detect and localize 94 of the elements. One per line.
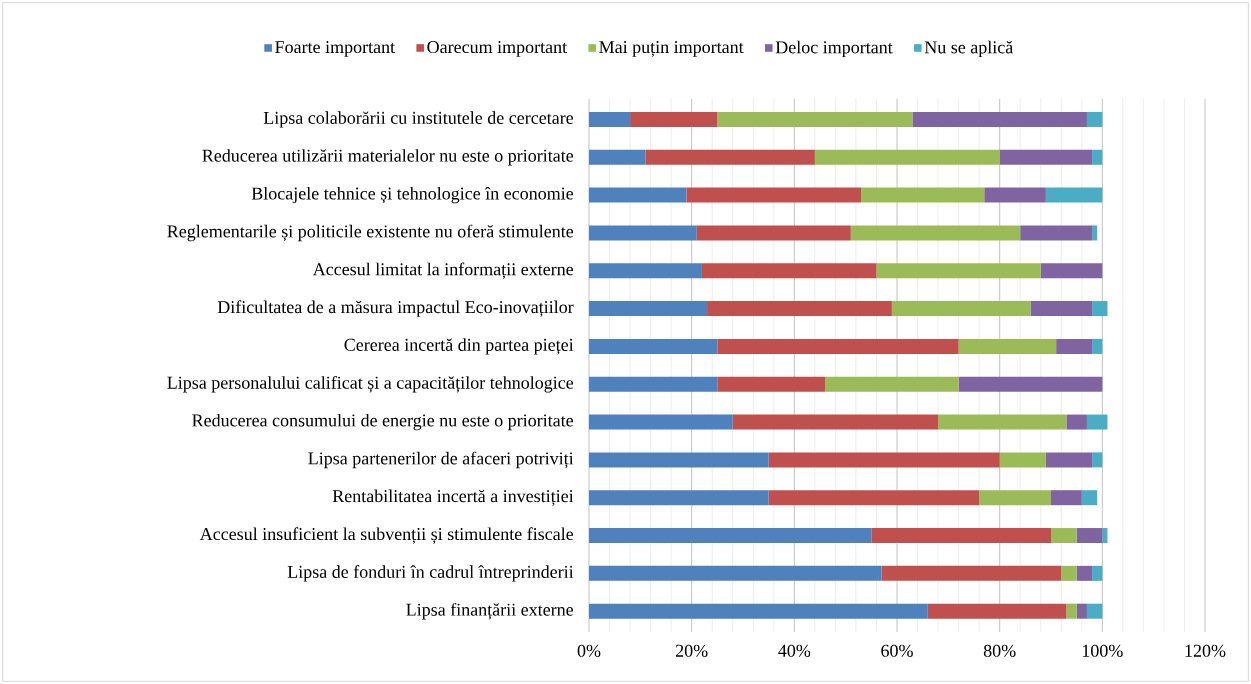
bar (1066, 603, 1077, 619)
bar (717, 376, 826, 392)
bar (984, 187, 1046, 203)
bar (707, 301, 892, 317)
y-tick-label: Cererea incertă din partea pieței (344, 338, 574, 355)
legend-label: Oarecum important (427, 41, 567, 57)
bar (1076, 528, 1103, 544)
bar (589, 490, 769, 506)
bar (861, 187, 985, 203)
bar (589, 565, 882, 581)
x-tick-label: 0% (577, 644, 601, 657)
y-tick-label: Accesul limitat la informații externe (312, 262, 574, 280)
bar (814, 149, 1000, 165)
y-tick-label: Blocajele tehnice și tehnologice în economie (251, 186, 574, 204)
legend-label: Nu se aplică (924, 40, 1014, 58)
bar (1076, 565, 1093, 581)
y-tick-label: Reducerea consumului de energie nu este o prioritate (192, 413, 574, 431)
bar (1045, 187, 1103, 203)
bar (1056, 338, 1093, 354)
bar (958, 338, 1057, 354)
bar (768, 490, 980, 506)
y-tick-label: Reducerea utilizării materialelor nu este o prioritate (202, 149, 574, 166)
bar (589, 528, 872, 544)
bar (1086, 414, 1108, 430)
bar (696, 225, 851, 241)
bar (1051, 528, 1077, 544)
bar (589, 338, 718, 354)
legend-label: Mai puțin important (599, 41, 744, 57)
x-tick-label: 80% (983, 644, 1016, 657)
y-tick-label: Reglementarile și politicile existente nu oferă stimulente (167, 224, 574, 242)
bar (1086, 603, 1103, 619)
bar (1045, 452, 1093, 468)
bar (1092, 565, 1103, 581)
bar (589, 111, 631, 127)
bar (589, 452, 769, 468)
bar (1092, 225, 1098, 241)
bar (645, 149, 815, 165)
bar (999, 149, 1093, 165)
bar (891, 301, 1031, 317)
bar (1020, 225, 1093, 241)
bar (999, 452, 1046, 468)
y-tick-label: Lipsa de fonduri în cadrul întreprinderii (287, 565, 574, 582)
bar (1092, 338, 1103, 354)
bar (1086, 111, 1103, 127)
bar (1040, 263, 1103, 279)
bar (1092, 452, 1103, 468)
bar (1092, 301, 1108, 317)
y-tick-label: Accesul insuficient la subvenții și stimulente fiscale (199, 527, 574, 544)
bar (958, 376, 1103, 392)
legend-label: Deloc important (775, 40, 893, 58)
bar (876, 263, 1041, 279)
bar (927, 603, 1067, 619)
bar (589, 603, 928, 619)
y-tick-label: Dificultatea de a măsura impactul Eco-inovațiilor (217, 300, 574, 317)
bar (1061, 565, 1077, 581)
y-tick-label: Lipsa partenerilor de afaceri potriviți (308, 451, 574, 469)
bar (1081, 490, 1098, 506)
bar (938, 414, 1067, 430)
bar (881, 565, 1062, 581)
y-tick-label: Rentabilitatea incertă a investiției (332, 489, 574, 506)
bar (589, 149, 646, 165)
x-tick-label: 100% (1082, 644, 1123, 657)
bar (717, 111, 913, 127)
bar (589, 301, 708, 317)
bar (589, 414, 733, 430)
y-tick-label: Lipsa personalului calificat și a capacităților tehnologice (167, 375, 574, 393)
bar (686, 187, 862, 203)
bar (589, 376, 718, 392)
bar (871, 528, 1051, 544)
bar (1051, 490, 1082, 506)
x-tick-label: 120% (1185, 644, 1226, 657)
y-tick-label: Lipsa colaborării cu institutele de cercetare (263, 111, 574, 128)
x-tick-label: 20% (675, 644, 708, 657)
y-tick-label: Lipsa finanțării externe (406, 602, 574, 620)
bar (717, 338, 959, 354)
legend-label: Foarte important (275, 41, 395, 57)
bar (1066, 414, 1087, 430)
bar (589, 187, 687, 203)
bar (768, 452, 1000, 468)
bar (912, 111, 1087, 127)
bar (1076, 603, 1087, 619)
bar (630, 111, 718, 127)
bar (732, 414, 939, 430)
bar (850, 225, 1021, 241)
x-tick-label: 40% (778, 644, 811, 657)
bar (589, 263, 702, 279)
bar (1102, 528, 1108, 544)
bar (1030, 301, 1093, 317)
bar (1092, 149, 1103, 165)
x-tick-label: 60% (881, 644, 913, 657)
bar (701, 263, 877, 279)
bar (979, 490, 1051, 506)
bar (825, 376, 959, 392)
bar (589, 225, 697, 241)
